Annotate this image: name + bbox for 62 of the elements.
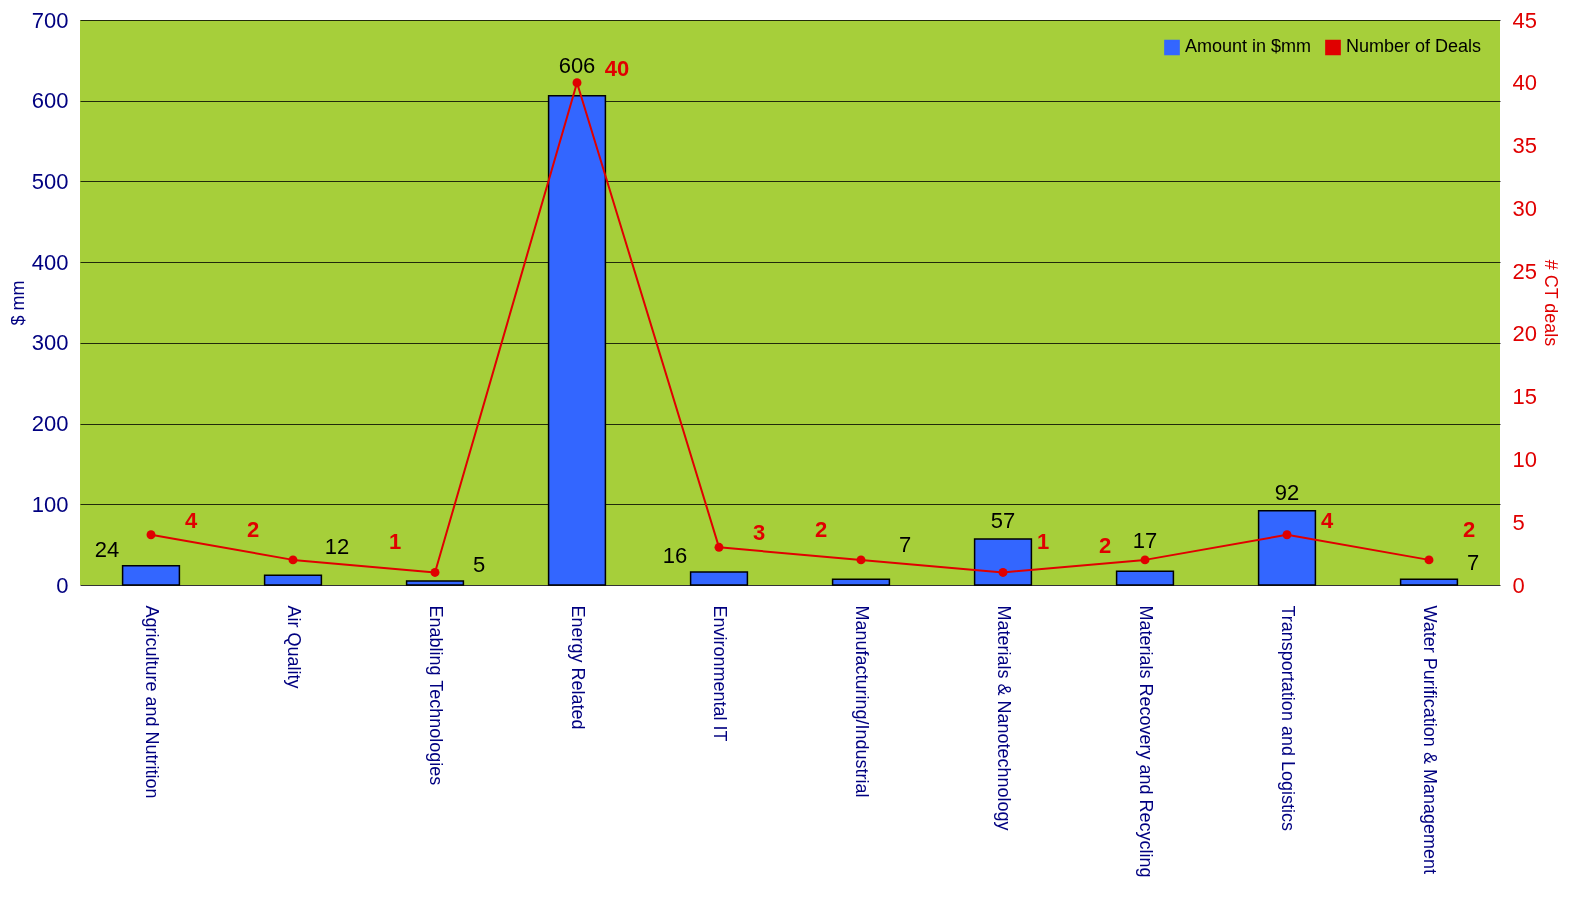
y-tick-label: 100 bbox=[31, 491, 69, 517]
y-tick-label: 700 bbox=[31, 7, 69, 33]
x-tick-label: Agriculture and Nutrition bbox=[142, 605, 162, 799]
y-tick-label: 200 bbox=[31, 411, 69, 437]
point bbox=[1282, 530, 1292, 540]
data-label: 2 bbox=[246, 516, 260, 542]
y2-axis-title: # CT deals bbox=[1540, 259, 1561, 347]
y-axis-title: $ mm bbox=[7, 280, 28, 326]
data-label: 57 bbox=[990, 507, 1016, 533]
data-label: 4 bbox=[1320, 507, 1334, 533]
data-label: 92 bbox=[1274, 479, 1300, 505]
data-label: 17 bbox=[1132, 528, 1158, 554]
point bbox=[288, 555, 298, 565]
y2-tick-label: 20 bbox=[1512, 321, 1537, 347]
y2-tick-label: 45 bbox=[1512, 7, 1537, 33]
y2-tick-label: 25 bbox=[1512, 258, 1537, 284]
y2-tick-label: 40 bbox=[1512, 70, 1537, 96]
data-label: 7 bbox=[1466, 550, 1480, 576]
point bbox=[1140, 555, 1150, 565]
data-label: 24 bbox=[94, 536, 120, 562]
data-label: 2 bbox=[814, 516, 828, 542]
point bbox=[714, 542, 724, 552]
x-tick-label: Energy Related bbox=[568, 605, 588, 730]
data-label: 1 bbox=[388, 529, 402, 555]
data-label: 4 bbox=[184, 507, 198, 533]
legend-label: Amount in $mm bbox=[1185, 36, 1312, 57]
y2-tick-label: 15 bbox=[1512, 384, 1537, 410]
x-tick-label: Materials & Nanotechnology bbox=[994, 605, 1014, 831]
point bbox=[1424, 555, 1434, 565]
legend-label: Number of Deals bbox=[1346, 36, 1482, 57]
y-tick-label: 0 bbox=[56, 572, 69, 598]
data-label: 16 bbox=[662, 543, 688, 569]
x-tick-label: Manufacturing/Industrial bbox=[852, 605, 872, 798]
data-label: 12 bbox=[324, 534, 350, 560]
point bbox=[856, 555, 866, 565]
y2-tick-label: 30 bbox=[1512, 195, 1537, 221]
x-tick-label: Enabling Technologies bbox=[426, 605, 446, 786]
y2-tick-label: 5 bbox=[1512, 509, 1525, 535]
data-label: 2 bbox=[1462, 516, 1476, 542]
data-label: 5 bbox=[472, 551, 486, 577]
x-tick-label: Environmental IT bbox=[710, 605, 730, 742]
x-tick-label: Water Purification & Management bbox=[1420, 605, 1440, 874]
x-tick-label: Transportation and Logistics bbox=[1278, 605, 1298, 831]
data-label: 3 bbox=[752, 520, 766, 546]
x-tick-label: Air Quality bbox=[284, 605, 304, 689]
point bbox=[146, 530, 156, 540]
y-tick-label: 400 bbox=[31, 249, 69, 275]
y2-tick-label: 35 bbox=[1512, 133, 1537, 159]
point bbox=[998, 567, 1008, 577]
point bbox=[572, 78, 582, 88]
data-label: 606 bbox=[558, 52, 596, 78]
data-label: 2 bbox=[1098, 532, 1112, 558]
y2-tick-label: 10 bbox=[1512, 446, 1537, 472]
y2-tick-label: 0 bbox=[1512, 572, 1525, 598]
point bbox=[430, 567, 440, 577]
y-tick-label: 600 bbox=[31, 88, 69, 114]
data-label: 40 bbox=[604, 55, 630, 81]
y-tick-label: 500 bbox=[31, 168, 69, 194]
data-label: 1 bbox=[1036, 529, 1050, 555]
data-label: 7 bbox=[898, 532, 912, 558]
x-tick-label: Materials Recovery and Recycling bbox=[1136, 605, 1156, 878]
y-tick-label: 300 bbox=[31, 330, 69, 356]
